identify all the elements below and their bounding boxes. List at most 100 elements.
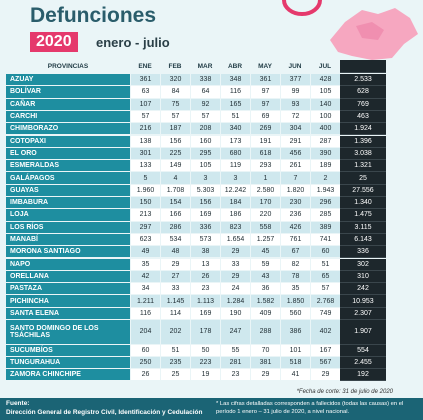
- value: 1.211: [130, 295, 160, 308]
- value: 1.654: [220, 233, 250, 247]
- value: 160: [190, 135, 220, 148]
- value: 35: [280, 283, 310, 296]
- value: 93: [280, 98, 310, 111]
- value: 456: [280, 147, 310, 161]
- value: 191: [250, 135, 280, 148]
- value: 42: [130, 270, 160, 284]
- value: 48: [160, 246, 190, 259]
- value: 107: [130, 98, 160, 111]
- value: 51: [220, 110, 250, 124]
- province: SUCUMBÍOS: [6, 344, 130, 357]
- province: SANTO DOMINGO DE LOS TSÁCHILAS: [6, 320, 130, 345]
- value: 29: [220, 270, 250, 284]
- value: 230: [280, 197, 310, 210]
- total: 10.953: [340, 295, 386, 308]
- value: 23: [220, 369, 250, 382]
- total: 242: [340, 283, 386, 296]
- province: MORONA SANTIAGO: [6, 246, 130, 259]
- value: 70: [250, 344, 280, 357]
- value: 381: [250, 356, 280, 370]
- value: 216: [130, 123, 160, 136]
- total: 192: [340, 369, 386, 382]
- value: 169: [190, 209, 220, 222]
- value: 133: [130, 160, 160, 173]
- value: 23: [190, 283, 220, 296]
- value: 426: [280, 221, 310, 234]
- value: 92: [190, 98, 220, 111]
- province: ZAMORA CHINCHIPE: [6, 369, 130, 382]
- value: 60: [310, 246, 340, 259]
- value: 50: [190, 344, 220, 357]
- province: CARCHI: [6, 110, 130, 124]
- value: 13: [190, 258, 220, 271]
- column-header: ABR: [227, 63, 243, 70]
- value: 4: [160, 172, 190, 185]
- province: MANABÍ: [6, 233, 130, 247]
- total: 1.907: [340, 320, 386, 345]
- value: 55: [220, 344, 250, 357]
- value: 97: [250, 86, 280, 99]
- decoration: [282, 0, 418, 60]
- value: 78: [280, 270, 310, 284]
- value: 99: [280, 86, 310, 99]
- source-label: Fuente:: [6, 400, 30, 407]
- value: 247: [220, 320, 250, 345]
- value: 428: [310, 74, 340, 87]
- value: 187: [160, 123, 190, 136]
- value: 823: [220, 221, 250, 234]
- value: 24: [220, 283, 250, 296]
- province: GUAYAS: [6, 184, 130, 197]
- province: BOLÍVAR: [6, 86, 130, 99]
- value: 114: [160, 307, 190, 320]
- value: 186: [220, 209, 250, 222]
- value: 170: [250, 197, 280, 210]
- value: 29: [310, 369, 340, 382]
- province: GALÁPAGOS: [6, 172, 130, 185]
- value: 43: [250, 270, 280, 284]
- year: 2020: [30, 32, 78, 52]
- total: 2.307: [340, 307, 386, 320]
- value: 618: [250, 147, 280, 161]
- value: 33: [160, 283, 190, 296]
- value: 105: [310, 86, 340, 99]
- value: 2.768: [310, 295, 340, 308]
- value: 190: [220, 307, 250, 320]
- value: 149: [160, 160, 190, 173]
- value: 623: [130, 233, 160, 247]
- value: 1.145: [160, 295, 190, 308]
- value: 204: [130, 320, 160, 345]
- value: 178: [190, 320, 220, 345]
- value: 761: [280, 233, 310, 247]
- value: 173: [220, 135, 250, 148]
- value: 19: [190, 369, 220, 382]
- value: 51: [310, 258, 340, 271]
- value: 29: [250, 369, 280, 382]
- value: 567: [310, 356, 340, 370]
- province: PICHINCHA: [6, 295, 130, 308]
- province: IMBABURA: [6, 197, 130, 210]
- value: 97: [250, 98, 280, 111]
- value: 340: [220, 123, 250, 136]
- value: 558: [250, 221, 280, 234]
- value: 301: [130, 147, 160, 161]
- value: 156: [160, 135, 190, 148]
- value: 2.580: [250, 184, 280, 197]
- value: 235: [160, 356, 190, 370]
- value: 1.113: [190, 295, 220, 308]
- value: 1.582: [250, 295, 280, 308]
- value: 208: [190, 123, 220, 136]
- value: 165: [220, 98, 250, 111]
- value: 1: [250, 172, 280, 185]
- value: 293: [250, 160, 280, 173]
- value: 140: [310, 98, 340, 111]
- value: 116: [220, 86, 250, 99]
- value: 336: [190, 221, 220, 234]
- total: 1.924: [340, 123, 386, 136]
- value: 361: [130, 74, 160, 87]
- value: 386: [280, 320, 310, 345]
- value: 7: [280, 172, 310, 185]
- value: 1.284: [220, 295, 250, 308]
- province: EL ORO: [6, 147, 130, 161]
- disclaimer: * Las cifras detalladas corresponden a f…: [216, 401, 404, 415]
- province: ESMERALDAS: [6, 160, 130, 173]
